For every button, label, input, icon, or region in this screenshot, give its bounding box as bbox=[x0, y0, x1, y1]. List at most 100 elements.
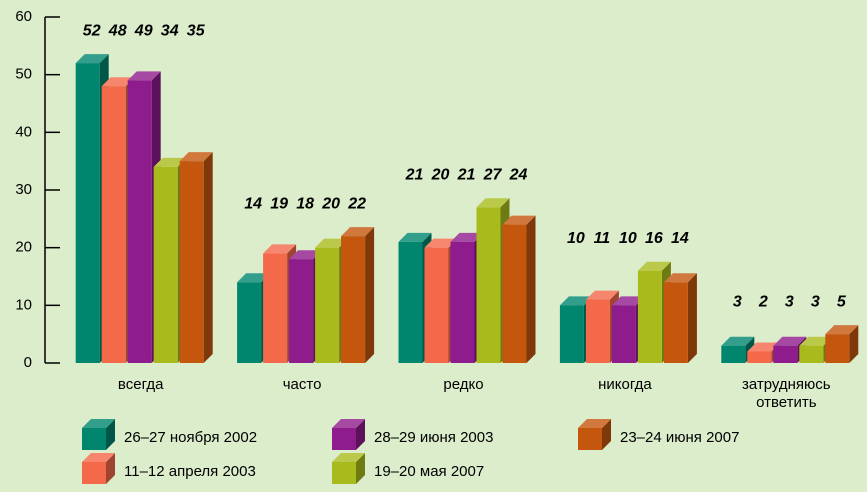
bar bbox=[585, 299, 610, 363]
bar-side bbox=[203, 152, 213, 363]
bar bbox=[476, 207, 501, 363]
legend-swatch bbox=[82, 428, 106, 450]
bar-side bbox=[356, 419, 365, 450]
bar bbox=[825, 334, 850, 363]
value-label: 14 bbox=[244, 195, 262, 212]
bar bbox=[559, 305, 584, 363]
bar-top bbox=[663, 273, 697, 283]
x-tick-label: затрудняюсь ответить bbox=[742, 376, 831, 411]
bar bbox=[237, 282, 262, 363]
value-label: 22 bbox=[347, 195, 366, 212]
bar-top bbox=[315, 238, 349, 248]
value-label: 21 bbox=[405, 167, 424, 184]
bar-top bbox=[263, 244, 297, 254]
value-label: 14 bbox=[671, 230, 689, 247]
bar-top bbox=[585, 290, 619, 300]
bar-top bbox=[424, 238, 458, 248]
y-tick-label: 20 bbox=[15, 239, 32, 256]
x-tick-label: часто bbox=[283, 376, 322, 393]
bar-top bbox=[799, 336, 833, 346]
value-label: 18 bbox=[296, 195, 314, 212]
bar bbox=[747, 351, 772, 363]
bar-side bbox=[687, 273, 697, 363]
bar bbox=[127, 80, 152, 363]
bar bbox=[424, 247, 449, 363]
bar-side bbox=[849, 325, 859, 363]
value-label: 52 bbox=[83, 22, 101, 39]
x-tick-label: никогда bbox=[598, 376, 652, 393]
value-label: 5 bbox=[837, 293, 847, 310]
x-tick-label: редко bbox=[443, 376, 483, 393]
bar-side bbox=[106, 453, 115, 484]
bar-top bbox=[82, 419, 115, 428]
bar-top bbox=[332, 453, 365, 462]
bar-top bbox=[289, 250, 323, 260]
bar-top bbox=[398, 232, 432, 242]
bar-top bbox=[101, 77, 135, 87]
bar bbox=[398, 241, 423, 363]
y-tick-label: 30 bbox=[15, 181, 32, 198]
value-label: 10 bbox=[567, 230, 585, 247]
bar bbox=[450, 241, 475, 363]
bar-top bbox=[476, 198, 510, 208]
bar bbox=[101, 86, 126, 363]
bar-top bbox=[75, 54, 109, 64]
bar bbox=[153, 166, 178, 363]
bar-side bbox=[526, 215, 536, 363]
bar-top bbox=[825, 325, 859, 335]
bar bbox=[179, 161, 204, 363]
bar-top bbox=[179, 152, 213, 162]
bar-side bbox=[602, 419, 611, 450]
value-label: 34 bbox=[161, 22, 179, 39]
y-tick-label: 40 bbox=[15, 123, 32, 140]
value-label: 3 bbox=[733, 293, 742, 310]
bar-top bbox=[332, 419, 365, 428]
value-label: 3 bbox=[811, 293, 820, 310]
legend-swatch bbox=[82, 462, 106, 484]
legend-swatch bbox=[332, 462, 356, 484]
value-label: 10 bbox=[619, 230, 637, 247]
legend-swatch bbox=[578, 428, 602, 450]
value-label: 21 bbox=[457, 167, 476, 184]
y-tick-label: 0 bbox=[24, 354, 32, 371]
legend-label: 26–27 ноября 2002 bbox=[124, 429, 257, 446]
bar bbox=[611, 305, 636, 363]
bar bbox=[721, 345, 746, 363]
y-tick-label: 50 bbox=[15, 66, 32, 83]
bar-top bbox=[127, 71, 161, 81]
bar bbox=[315, 247, 340, 363]
value-label: 2 bbox=[758, 293, 768, 310]
legend-swatch bbox=[332, 428, 356, 450]
bar bbox=[799, 345, 824, 363]
value-label: 20 bbox=[321, 195, 340, 212]
bar-top bbox=[153, 157, 187, 167]
bar bbox=[502, 224, 527, 363]
value-label: 16 bbox=[645, 230, 663, 247]
bar bbox=[773, 345, 798, 363]
bar-top bbox=[773, 336, 807, 346]
bar bbox=[341, 236, 366, 363]
legend-label: 19–20 мая 2007 bbox=[374, 463, 484, 480]
y-tick-label: 10 bbox=[15, 296, 32, 313]
bar-top bbox=[450, 232, 484, 242]
bar bbox=[263, 253, 288, 363]
value-label: 48 bbox=[108, 22, 127, 39]
bar-top bbox=[559, 296, 593, 306]
bar-top bbox=[747, 342, 781, 352]
bar-top bbox=[82, 453, 115, 462]
value-label: 24 bbox=[509, 167, 528, 184]
bar-top bbox=[721, 336, 755, 346]
value-label: 11 bbox=[594, 230, 611, 247]
x-tick-label: всегда bbox=[118, 376, 164, 393]
value-label: 27 bbox=[483, 167, 503, 184]
bar-top bbox=[341, 227, 375, 237]
legend-label: 23–24 июня 2007 bbox=[620, 429, 739, 446]
bar-side bbox=[356, 453, 365, 484]
bar-side bbox=[106, 419, 115, 450]
bar-top bbox=[578, 419, 611, 428]
bar-side bbox=[365, 227, 375, 363]
bar bbox=[75, 63, 100, 364]
y-tick-label: 60 bbox=[15, 8, 32, 25]
value-label: 19 bbox=[270, 195, 288, 212]
